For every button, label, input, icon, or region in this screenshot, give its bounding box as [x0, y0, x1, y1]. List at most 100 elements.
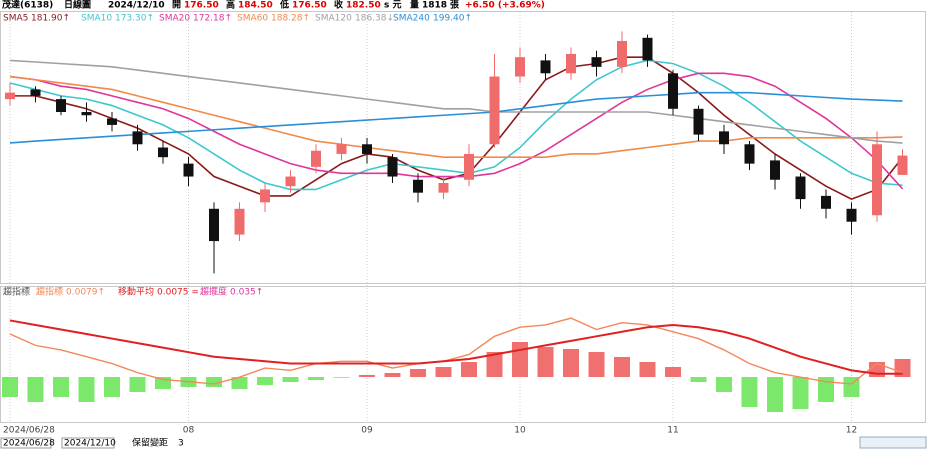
- label: 量: [410, 0, 419, 11]
- histogram-bar: [614, 357, 630, 377]
- ma-line: [9, 91, 903, 144]
- candle-body: [158, 147, 168, 158]
- histogram-bar: [410, 369, 426, 377]
- candle-body: [107, 118, 117, 125]
- indicator-line: [9, 319, 903, 375]
- histogram-bar: [767, 377, 783, 412]
- change: +6.50 (+3.69%): [465, 1, 545, 11]
- date-from[interactable]: 2024/06/28: [3, 439, 55, 449]
- date-input[interactable]: [0, 437, 52, 449]
- legend-name: SMA10: [81, 14, 112, 24]
- label: 低: [279, 0, 289, 11]
- candle-body: [56, 99, 66, 113]
- stock-name: 茂達(6138): [1, 0, 53, 11]
- histogram-bar: [486, 352, 503, 377]
- histogram-bar: [53, 377, 69, 397]
- legend-name: SMA240: [393, 14, 430, 24]
- candle-body: [209, 208, 219, 242]
- value: 1818: [422, 1, 447, 11]
- legend-value: 188.28↑: [271, 14, 310, 24]
- candle-body: [540, 60, 551, 74]
- value: 176.50: [184, 1, 219, 11]
- value[interactable]: 3: [178, 439, 184, 449]
- candle-body: [617, 41, 627, 67]
- price-pane: [0, 11, 926, 284]
- histogram-bar: [435, 367, 452, 377]
- histogram-bar: [818, 377, 834, 402]
- candle-body: [311, 150, 321, 167]
- histogram-bar: [894, 359, 911, 377]
- x-tick-label: 12: [846, 426, 857, 436]
- histogram-bar: [257, 377, 273, 385]
- candle-body: [132, 131, 143, 145]
- histogram-bar: [537, 347, 554, 377]
- histogram-bar: [333, 377, 350, 378]
- candle-body: [489, 76, 500, 145]
- candle-body: [438, 182, 449, 193]
- date-input[interactable]: [61, 437, 115, 449]
- candle-body: [336, 144, 347, 154]
- ma-line: [9, 59, 903, 144]
- histogram-bar: [308, 377, 324, 380]
- label: 收: [334, 0, 343, 11]
- histogram-bar: [716, 377, 732, 392]
- candle-body: [5, 92, 15, 100]
- histogram-bar: [104, 377, 120, 397]
- candle-body: [821, 195, 831, 209]
- histogram-bar: [231, 377, 248, 389]
- candle-body: [744, 144, 755, 164]
- x-tick-label: 08: [183, 426, 195, 436]
- histogram-bar: [2, 377, 18, 397]
- x-tick-label: 09: [361, 426, 373, 436]
- date: 2024/12/10: [108, 1, 165, 11]
- histogram-bar: [206, 377, 222, 387]
- candle-body: [515, 57, 525, 77]
- label: 保留變距: [132, 437, 168, 449]
- candle-body: [183, 163, 194, 177]
- legend-value: 172.18↑: [193, 14, 232, 24]
- legend-name: SMA60: [237, 14, 268, 24]
- candle-body: [387, 157, 398, 177]
- candle-body: [30, 89, 41, 96]
- label: 開: [172, 0, 181, 11]
- candle-body: [81, 112, 92, 116]
- pane-title: 趨指標: [3, 286, 30, 298]
- date-to[interactable]: 2024/12/10: [64, 439, 116, 449]
- x-tick-label: 10: [514, 426, 526, 436]
- legend-name: SMA120: [315, 14, 352, 24]
- ma-line: [9, 59, 903, 191]
- candle-body: [846, 208, 857, 222]
- candle-body: [668, 73, 678, 109]
- histogram-bar: [665, 367, 681, 377]
- toolbar[interactable]: [859, 436, 927, 449]
- legend-value: 0.0079↑: [66, 288, 105, 298]
- candle-body: [897, 155, 908, 175]
- histogram-bar: [359, 375, 375, 377]
- indicator-pane: [0, 286, 926, 423]
- candle-body: [795, 176, 806, 200]
- histogram-bar: [129, 377, 146, 392]
- label: 高: [226, 0, 235, 11]
- legend-name: SMA5: [3, 14, 28, 24]
- legend-value: 0.035↑: [230, 288, 263, 298]
- candle-body: [719, 131, 729, 145]
- histogram-bar: [384, 373, 401, 377]
- candle-body: [872, 144, 882, 216]
- unit: 張: [450, 0, 460, 11]
- candle-body: [285, 176, 296, 187]
- histogram-bar: [461, 362, 477, 377]
- candle-body: [362, 144, 372, 154]
- unit: s 元: [384, 0, 402, 11]
- legend-value: 181.90↑: [31, 14, 70, 24]
- histogram-bar: [563, 349, 579, 377]
- legend-name: SMA20: [159, 14, 190, 24]
- legend-value: 0.0075 =: [157, 288, 199, 298]
- histogram-bar: [792, 377, 809, 409]
- candle-body: [591, 57, 602, 67]
- candle-body: [234, 208, 245, 235]
- candle-body: [566, 53, 576, 74]
- legend-name: 趨指標: [36, 286, 63, 298]
- histogram-bar: [690, 377, 707, 382]
- legend-value: 173.30↑: [115, 14, 154, 24]
